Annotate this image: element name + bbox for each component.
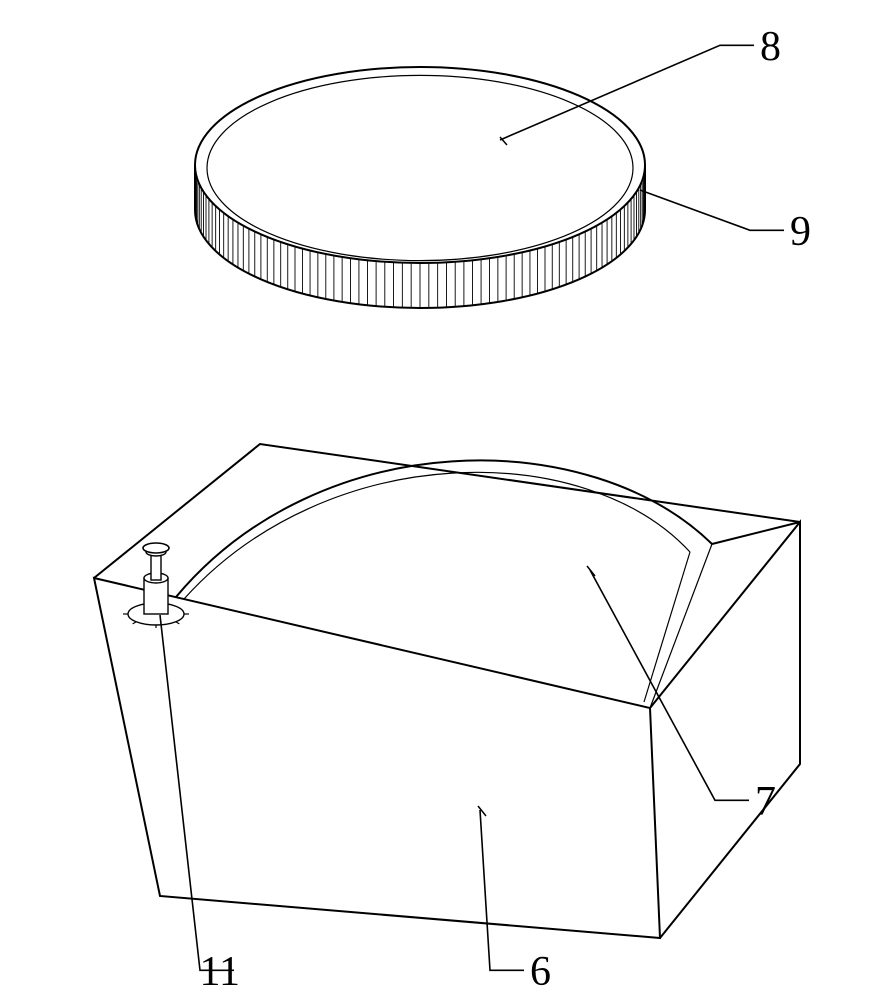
motor-component xyxy=(123,543,189,628)
figure-canvas: 8 9 7 6 11 xyxy=(0,0,874,1000)
callout-label-8: 8 xyxy=(760,24,781,70)
disc-component xyxy=(195,67,645,308)
leader-line xyxy=(160,615,234,970)
leader-line xyxy=(640,190,784,230)
leader-line xyxy=(480,810,524,970)
callout-label-11: 11 xyxy=(200,949,240,995)
callout-label-6: 6 xyxy=(530,949,551,995)
block-component xyxy=(94,444,800,938)
callout-label-9: 9 xyxy=(790,209,811,255)
callout-label-7: 7 xyxy=(755,779,776,825)
